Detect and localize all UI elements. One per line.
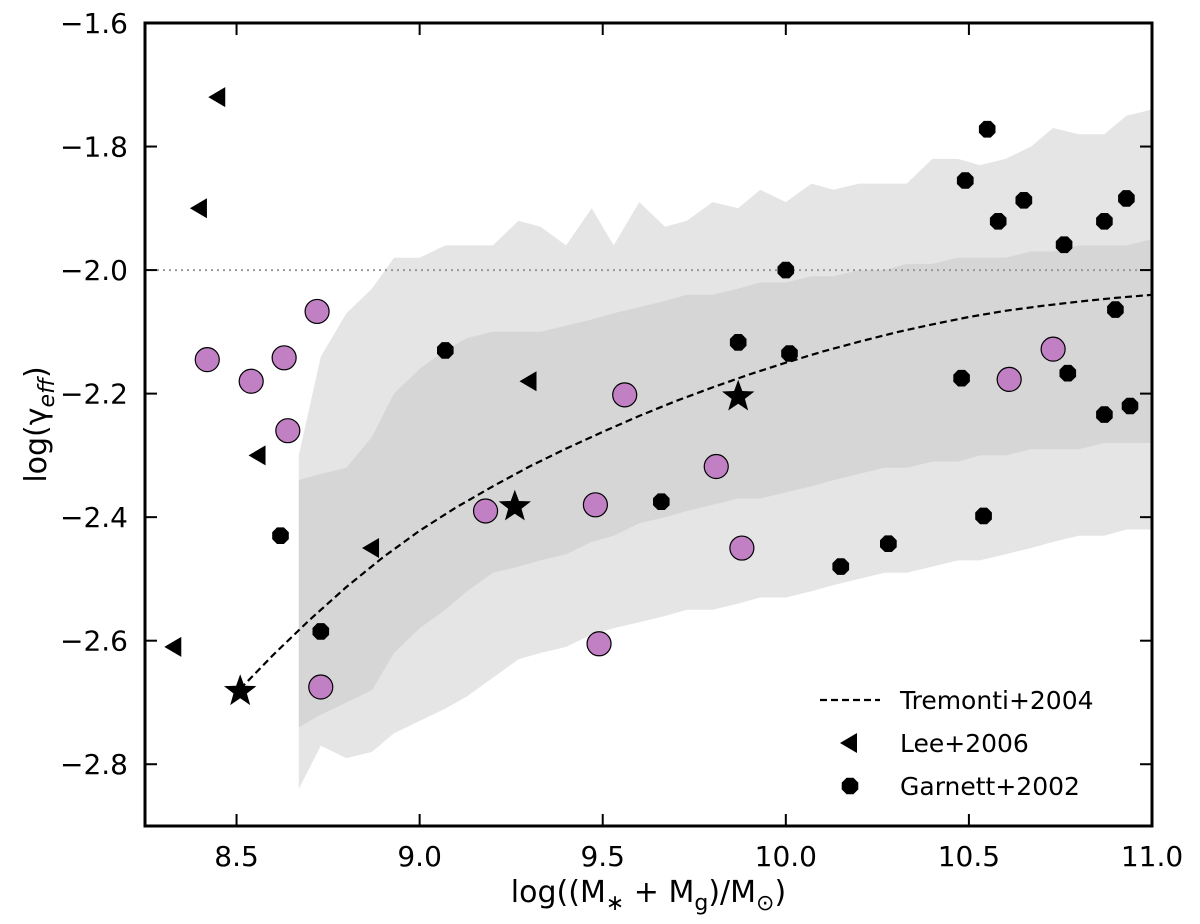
point-this-work-3 — [271, 345, 297, 371]
x-axis-label-part: log((M — [511, 875, 606, 910]
x-tick-label: 10.5 — [938, 840, 1000, 873]
plot-content — [145, 87, 1152, 789]
point-this-work-10 — [612, 382, 638, 408]
point-garnett-2002-16 — [1055, 236, 1073, 254]
point-garnett-2002-18 — [1096, 213, 1113, 230]
point-this-work-2 — [238, 368, 264, 394]
legend-symbol-triangle — [840, 733, 857, 753]
plot-frame — [143, 21, 1154, 828]
y-tick-label: −2.0 — [60, 254, 128, 287]
x-tick-label: 9.0 — [397, 840, 442, 873]
point-garnett-2002-15 — [1015, 192, 1033, 209]
point-this-work-7 — [472, 498, 499, 524]
point-lee-2006-1 — [208, 87, 226, 108]
inner-band — [298, 239, 1152, 728]
point-garnett-2002-8 — [832, 558, 850, 575]
x-axis-label-part: g — [694, 891, 708, 916]
point-this-work-9 — [586, 631, 612, 657]
legend-symbol-octagon — [841, 777, 859, 795]
point-stars-3 — [722, 379, 755, 411]
point-stars-2 — [498, 489, 531, 521]
y-tick-label: −2.6 — [60, 625, 128, 658]
y-axis-label: log(γeff) — [19, 366, 60, 482]
point-garnett-2002-21 — [1118, 190, 1135, 207]
x-axis-label-part: ⊙ — [756, 891, 774, 916]
point-garnett-2002-14 — [989, 213, 1007, 230]
series-line-tremonti-2004 — [239, 293, 1152, 690]
point-this-work-11 — [703, 453, 729, 480]
y-axis-label-part: eff — [35, 376, 60, 408]
x-tick-label: 11.0 — [1121, 840, 1183, 873]
point-garnett-2002-1 — [272, 527, 289, 544]
x-axis-label-part: ) — [774, 875, 786, 910]
point-garnett-2002-9 — [880, 535, 897, 552]
point-lee-2006-2 — [189, 198, 207, 219]
point-garnett-2002-7 — [781, 345, 798, 362]
point-this-work-4 — [275, 418, 301, 444]
point-this-work-12 — [729, 535, 755, 561]
point-lee-2006-6 — [164, 636, 182, 657]
x-tick-label: 9.5 — [580, 840, 625, 873]
point-garnett-2002-12 — [975, 507, 992, 525]
point-garnett-2002-10 — [953, 369, 970, 387]
point-garnett-2002-5 — [729, 334, 747, 351]
point-this-work-6 — [308, 674, 334, 700]
point-garnett-2002-22 — [1121, 397, 1139, 415]
point-garnett-2002-3 — [437, 342, 454, 359]
point-this-work-8 — [582, 492, 609, 518]
y-tick-label: −1.8 — [60, 131, 128, 164]
point-this-work-13 — [996, 366, 1022, 393]
point-this-work-14 — [1040, 336, 1066, 362]
x-axis-label-part: ∗ — [606, 891, 624, 916]
x-tick-label: 10.0 — [755, 840, 817, 873]
point-garnett-2002-2 — [312, 623, 330, 640]
point-garnett-2002-17 — [1059, 364, 1077, 382]
legend: Tremonti+2004 Lee+2006 Garnett+2002 — [820, 686, 1094, 801]
legend-label: Tremonti+2004 — [899, 686, 1094, 715]
point-garnett-2002-13 — [978, 120, 996, 138]
x-axis-label-part: + M — [624, 875, 694, 910]
point-garnett-2002-4 — [653, 493, 670, 510]
y-tick-label: −1.6 — [60, 7, 128, 40]
point-stars-1 — [224, 674, 257, 706]
point-this-work-5 — [304, 298, 330, 325]
x-axis-label-part: )/M — [708, 875, 756, 910]
x-axis-label: log((M∗ + Mg)/M⊙) — [511, 875, 786, 916]
y-axis-label-part: log(γ — [19, 407, 54, 482]
axes: 8.5 9.0 9.5 10.0 10.5 11.0 −1.6 −1.8 −2.0 −2.2 −2.… — [19, 7, 1183, 916]
point-garnett-2002-11 — [956, 172, 974, 189]
y-tick-label: −2.2 — [60, 378, 128, 411]
point-lee-2006-5 — [519, 371, 537, 392]
y-tick-label: −2.8 — [60, 748, 128, 781]
point-garnett-2002-20 — [1107, 301, 1124, 318]
point-lee-2006-4 — [362, 538, 380, 559]
y-axis-label-part: ) — [19, 366, 54, 378]
legend-label: Garnett+2002 — [900, 772, 1080, 801]
point-garnett-2002-6 — [777, 261, 795, 279]
x-tick-label: 8.5 — [214, 840, 259, 873]
y-tick-label: −2.4 — [60, 501, 128, 534]
point-this-work-1 — [194, 347, 220, 373]
point-lee-2006-3 — [248, 445, 266, 466]
plot-area — [145, 87, 1152, 789]
legend-label: Lee+2006 — [900, 729, 1029, 758]
point-garnett-2002-19 — [1096, 406, 1113, 423]
